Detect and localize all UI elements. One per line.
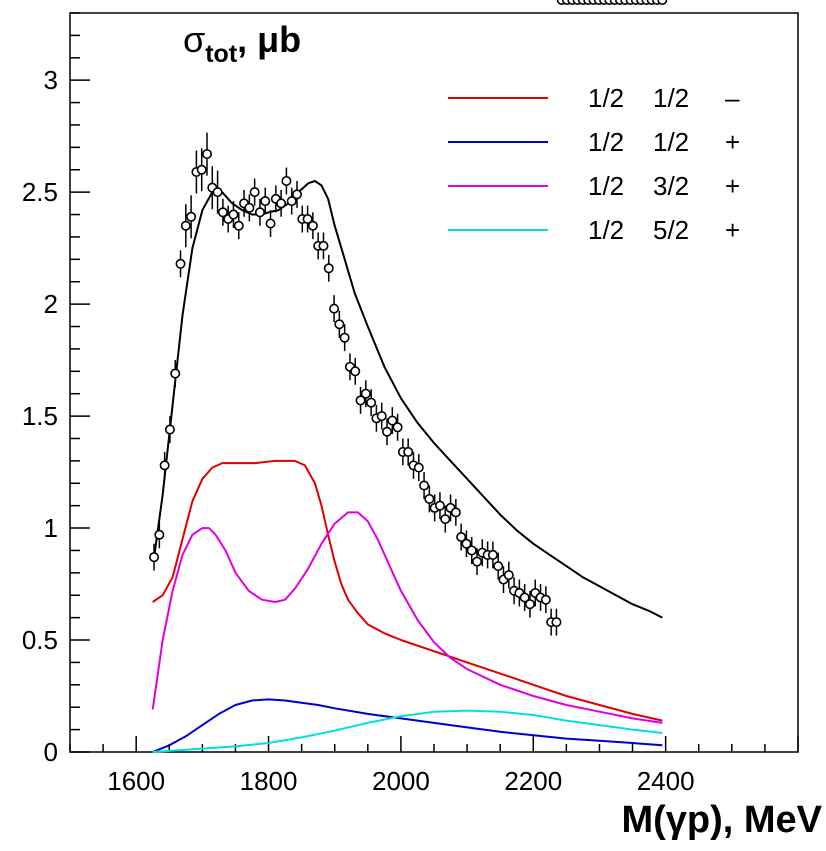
data-point xyxy=(355,395,366,406)
data-point xyxy=(186,211,197,222)
data-point xyxy=(376,411,387,422)
y-axis-subscript: tot xyxy=(205,40,238,68)
legend-label-part: 5/2 xyxy=(653,215,689,245)
data-points xyxy=(149,0,668,636)
legend-label-part: – xyxy=(725,83,740,113)
data-point xyxy=(154,529,165,540)
data-point xyxy=(350,366,361,377)
data-point xyxy=(217,207,228,218)
axis-ticks: 1600 1800 2000 2200 2400 0 0.5 1 1.5 2 2.5 3 xyxy=(22,12,799,796)
y-tick-label: 3 xyxy=(44,65,58,95)
data-point xyxy=(323,263,334,274)
x-tick-label: 2400 xyxy=(637,766,695,796)
data-point xyxy=(366,397,377,408)
data-point xyxy=(244,202,255,213)
data-point xyxy=(472,556,483,567)
data-point xyxy=(487,549,498,560)
data-point xyxy=(403,446,414,457)
data-point xyxy=(466,545,477,556)
data-point xyxy=(424,493,435,504)
legend-label-part: 1/2 xyxy=(588,215,624,245)
data-point xyxy=(265,218,276,229)
data-point xyxy=(450,507,461,518)
data-point xyxy=(413,462,424,473)
data-point xyxy=(292,189,303,200)
legend-label-part: + xyxy=(725,171,740,201)
series-line-0 xyxy=(153,180,663,619)
legend-label-part: + xyxy=(725,215,740,245)
data-point xyxy=(159,460,170,471)
data-point xyxy=(551,617,562,628)
data-point xyxy=(329,303,340,314)
legend-label-part: 1/2 xyxy=(588,127,624,157)
series-line-1 xyxy=(152,459,663,722)
legend-label-part: 1/2 xyxy=(588,171,624,201)
data-point xyxy=(493,561,504,572)
data-point xyxy=(307,220,318,231)
data-point xyxy=(175,258,186,269)
legend-label-part: 1/2 xyxy=(588,83,624,113)
data-point xyxy=(201,149,212,160)
data-point xyxy=(387,415,398,426)
data-point xyxy=(170,368,181,379)
legend: 1/2 1/2 – 1/2 1/2 +1/2 3/2 +1/2 5/2 + xyxy=(448,83,740,245)
data-point xyxy=(519,592,530,603)
data-point xyxy=(524,599,535,610)
data-point xyxy=(440,514,451,525)
y-axis-unit: , μb xyxy=(237,19,301,60)
legend-label-part: 1/2 xyxy=(653,83,689,113)
data-point xyxy=(164,424,175,435)
data-point xyxy=(503,570,514,581)
legend-label-part: 1/2 xyxy=(653,127,689,157)
y-tick-label: 0.5 xyxy=(22,625,58,655)
x-tick-label: 2200 xyxy=(504,766,562,796)
data-point xyxy=(260,196,271,207)
data-point xyxy=(657,0,668,5)
x-tick-label: 1800 xyxy=(240,766,298,796)
data-point xyxy=(254,207,265,218)
data-point xyxy=(392,422,403,433)
data-point xyxy=(360,388,371,399)
data-point xyxy=(302,214,313,225)
y-axis-symbol: σ xyxy=(183,19,205,60)
y-axis-title: σtot, μb xyxy=(183,19,301,68)
legend-label-part: + xyxy=(725,127,740,157)
data-point xyxy=(212,187,223,198)
data-point xyxy=(276,198,287,209)
data-point xyxy=(456,532,467,543)
series-layer xyxy=(151,180,663,753)
series-line-3 xyxy=(151,511,663,724)
x-tick-label: 1600 xyxy=(107,766,165,796)
y-tick-label: 0 xyxy=(44,737,58,767)
data-point xyxy=(281,175,292,186)
data-point xyxy=(180,220,191,231)
data-point xyxy=(196,164,207,175)
data-point xyxy=(382,426,393,437)
data-point xyxy=(233,220,244,231)
data-point xyxy=(334,319,345,330)
data-point xyxy=(461,538,472,549)
x-axis-title: M(γp), MeV xyxy=(621,799,822,841)
data-point xyxy=(228,209,239,220)
data-point xyxy=(249,187,260,198)
data-point xyxy=(540,594,551,605)
series-line-4 xyxy=(152,709,663,753)
series-line-2 xyxy=(152,698,663,753)
data-point xyxy=(434,500,445,511)
data-point xyxy=(419,480,430,491)
y-tick-label: 2 xyxy=(44,289,58,319)
y-tick-label: 1.5 xyxy=(22,401,58,431)
y-tick-label: 2.5 xyxy=(22,177,58,207)
data-point xyxy=(286,196,297,207)
data-point xyxy=(318,240,329,251)
data-point xyxy=(149,552,160,563)
legend-label-part: 3/2 xyxy=(653,171,689,201)
y-tick-label: 1 xyxy=(44,513,58,543)
x-tick-label: 2000 xyxy=(372,766,430,796)
data-point xyxy=(339,332,350,343)
